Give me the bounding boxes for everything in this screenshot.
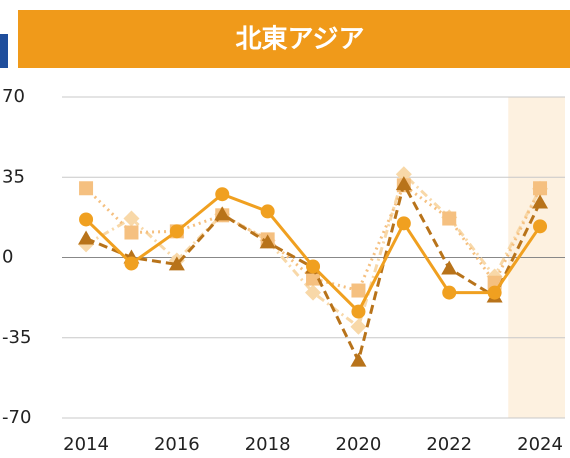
marker xyxy=(168,256,185,271)
marker xyxy=(305,284,322,301)
marker xyxy=(350,318,367,335)
x-tick-label: 2022 xyxy=(426,434,472,455)
x-tick-label: 2016 xyxy=(154,434,200,455)
marker xyxy=(395,166,412,183)
y-tick-label: 35 xyxy=(2,166,25,187)
marker xyxy=(533,181,548,196)
marker xyxy=(169,224,184,239)
marker xyxy=(123,210,140,227)
marker xyxy=(79,212,94,227)
marker xyxy=(259,234,276,249)
marker xyxy=(533,219,548,234)
header-bar xyxy=(18,10,570,68)
marker xyxy=(351,283,366,298)
marker xyxy=(306,259,321,274)
marker xyxy=(487,285,502,300)
marker xyxy=(442,211,457,226)
marker xyxy=(124,256,139,271)
marker xyxy=(395,176,412,191)
chart-title: 北東アジア xyxy=(236,25,365,55)
plot-area: 70 35 0 -35 -70 2014 2016 2018 2020 2022 2024 xyxy=(2,86,565,455)
y-tick-label: -35 xyxy=(2,327,31,348)
marker xyxy=(441,260,458,275)
marker xyxy=(215,187,230,202)
marker xyxy=(214,206,231,221)
marker xyxy=(260,204,275,219)
x-tick-label: 2014 xyxy=(63,434,109,455)
marker xyxy=(351,304,366,319)
x-tick-label: 2018 xyxy=(245,434,291,455)
marker xyxy=(78,230,95,245)
marker xyxy=(79,181,94,196)
x-tick-label: 2024 xyxy=(517,434,563,455)
marker xyxy=(124,225,139,240)
marker xyxy=(396,216,411,231)
marker xyxy=(532,194,549,209)
y-tick-label: -70 xyxy=(2,407,31,428)
accent-bar xyxy=(0,34,8,68)
y-tick-label: 70 xyxy=(2,86,25,107)
y-tick-label: 0 xyxy=(2,247,13,268)
x-tick-label: 2020 xyxy=(336,434,382,455)
series-line xyxy=(85,171,542,330)
marker xyxy=(350,352,367,367)
marker xyxy=(442,285,457,300)
marker xyxy=(306,271,321,286)
